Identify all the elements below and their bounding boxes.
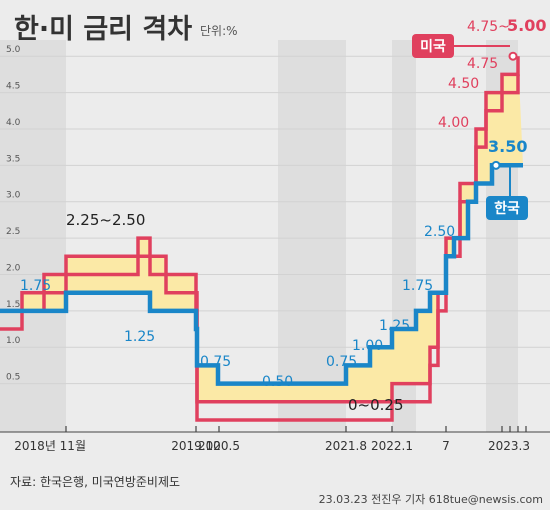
data-label: 0.75 — [326, 354, 357, 370]
us-lower-line — [0, 74, 520, 422]
data-label: 4.00 — [438, 115, 469, 131]
data-label: 0.75 — [200, 354, 231, 370]
series-lines — [0, 51, 523, 422]
us-end-marker — [508, 51, 518, 61]
chart-title: 한·미 금리 격차 — [14, 14, 192, 45]
x-tick-label: 2023.3 — [488, 439, 530, 453]
credit-note: 23.03.23 전진우 기자 618tue@newsis.com — [319, 493, 543, 506]
korea-line — [0, 163, 523, 386]
data-label: 4.75~ — [467, 19, 510, 35]
y-tick-label: 0.5 — [6, 373, 20, 383]
period-band — [278, 40, 346, 432]
data-label: 2.25~2.50 — [66, 211, 145, 229]
data-label: 2.50 — [424, 224, 455, 240]
y-tick-label: 5.0 — [6, 45, 21, 55]
x-tick-label: 2021.8 — [325, 439, 367, 453]
y-tick-label: 4.0 — [6, 118, 21, 128]
x-tick-label: 2019.10 — [171, 439, 221, 453]
y-tick-label: 2.5 — [6, 227, 20, 237]
data-label: 0~0.25 — [348, 396, 404, 414]
source-note: 자료: 한국은행, 미국연방준비제도 — [10, 474, 180, 489]
y-tick-label: 1.0 — [6, 336, 21, 346]
legend-box — [412, 34, 454, 58]
x-tick-label: 7 — [442, 439, 450, 453]
y-tick-label: 1.5 — [6, 300, 20, 310]
x-tick-label: 2020.5 — [198, 439, 240, 453]
unit-label: 단위:% — [200, 24, 238, 38]
data-labels: 2.25~2.501.751.250.750.500.751.001.251.7… — [20, 16, 546, 414]
korea-end-marker — [491, 160, 501, 170]
legend-label: 한국 — [494, 201, 520, 217]
y-axis: 0.5 1.0 1.5 2.0 2.5 3.0 3.5 4.0 4.5 5.0 — [6, 45, 21, 382]
legend-connector — [500, 163, 511, 196]
y-tick-label: 2.0 — [6, 263, 21, 273]
y-tick-label: 4.5 — [6, 82, 20, 92]
period-bands — [0, 40, 518, 432]
data-label: 4.50 — [448, 76, 479, 92]
data-label: 5.00 — [507, 16, 546, 35]
data-label: 3.50 — [488, 137, 527, 156]
data-label: 1.25 — [124, 329, 155, 345]
data-label: 1.25 — [379, 318, 410, 334]
x-tick-label: 2022.1 — [371, 439, 413, 453]
legend-label: 미국 — [420, 39, 446, 55]
data-label: 0.50 — [262, 374, 293, 390]
y-tick-label: 3.5 — [6, 154, 20, 164]
y-tick-label: 3.0 — [6, 191, 21, 201]
period-band — [0, 40, 66, 432]
data-label: 1.75 — [402, 278, 433, 294]
x-tick-label: 2018년 11월 — [14, 439, 86, 453]
data-label: 4.75 — [467, 56, 498, 72]
data-label: 1.75 — [20, 278, 51, 294]
data-label: 1.00 — [352, 338, 383, 354]
legend-box — [486, 196, 528, 220]
